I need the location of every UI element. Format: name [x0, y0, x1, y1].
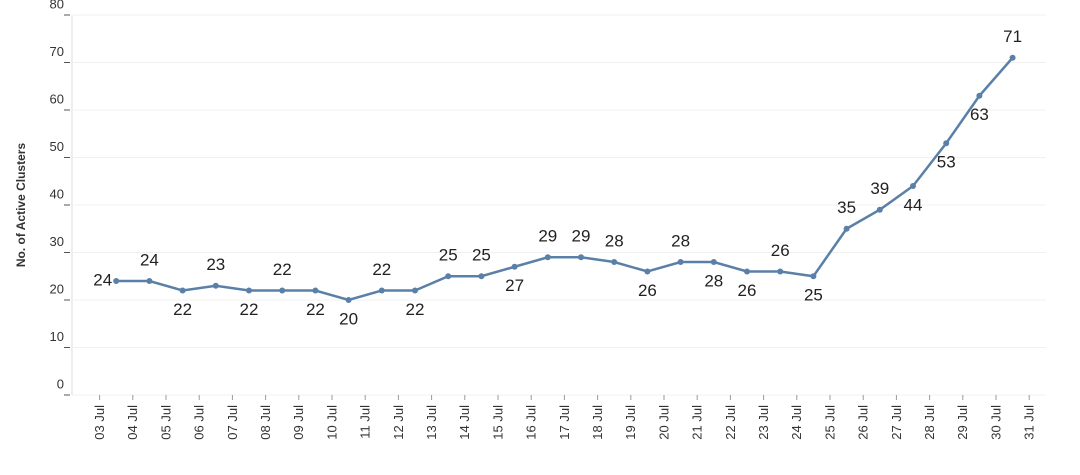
value-label: 26 — [771, 241, 790, 260]
x-tick-label: 08 Jul — [258, 405, 273, 440]
y-tick-label: 80 — [50, 0, 64, 11]
x-tick-label: 10 Jul — [324, 405, 339, 440]
point — [910, 183, 916, 189]
point — [146, 278, 153, 284]
line — [116, 56, 1014, 302]
x-tick-label: 07 Jul — [225, 405, 240, 440]
x-tick-label: 17 Jul — [557, 405, 572, 440]
value-label: 22 — [406, 300, 425, 319]
point — [412, 287, 418, 294]
x-tick-label: 31 Jul — [1022, 405, 1037, 440]
point — [279, 287, 286, 294]
value-label: 25 — [472, 246, 491, 265]
value-label: 25 — [804, 286, 823, 305]
point — [113, 278, 120, 284]
value-label: 24 — [140, 250, 159, 269]
y-tick-label: 70 — [50, 44, 64, 59]
y-tick-label: 10 — [50, 329, 64, 344]
value-label: 22 — [240, 300, 259, 319]
value-label: 29 — [572, 227, 591, 246]
x-tick-label: 15 Jul — [490, 405, 505, 440]
value-label: 22 — [173, 300, 192, 319]
point — [246, 287, 252, 294]
x-tick-label: 04 Jul — [125, 405, 140, 440]
x-tick-label: 12 Jul — [391, 405, 406, 440]
value-label: 25 — [439, 246, 458, 265]
y-tick-label: 30 — [50, 234, 64, 249]
y-tick-label: 50 — [50, 139, 64, 154]
value-label: 35 — [837, 198, 856, 217]
point — [179, 287, 186, 294]
y-tick-label: 40 — [50, 186, 64, 201]
value-label: 24 — [93, 270, 112, 289]
x-tick-label: 18 Jul — [590, 405, 605, 440]
point — [744, 268, 750, 275]
point — [345, 297, 352, 303]
x-tick-label: 25 Jul — [822, 405, 837, 440]
y-tick-label: 0 — [57, 376, 64, 391]
value-label: 26 — [738, 281, 757, 300]
x-tick-label: 09 Jul — [291, 405, 306, 440]
point — [943, 140, 950, 147]
x-tick-label: 19 Jul — [623, 405, 638, 440]
value-label: 20 — [339, 309, 358, 328]
point — [212, 282, 219, 289]
point — [710, 259, 717, 265]
point — [976, 92, 983, 99]
point — [876, 206, 883, 213]
point — [644, 268, 651, 275]
point — [478, 273, 485, 280]
y-tick-label: 20 — [50, 281, 64, 296]
point — [445, 273, 452, 280]
x-tick-label: 21 Jul — [690, 405, 705, 440]
value-label: 28 — [671, 231, 690, 250]
point — [677, 259, 684, 265]
value-label: 63 — [970, 105, 989, 124]
value-label: 44 — [904, 195, 923, 214]
x-tick-label: 26 Jul — [856, 405, 871, 440]
x-tick-label: 05 Jul — [158, 405, 173, 440]
value-label: 28 — [704, 271, 723, 290]
x-tick-label: 29 Jul — [955, 405, 970, 440]
point — [843, 225, 850, 232]
x-tick-label: 06 Jul — [192, 405, 207, 440]
value-label: 29 — [538, 227, 557, 246]
point — [378, 287, 385, 294]
value-label: 28 — [605, 231, 624, 250]
x-tick-label: 16 Jul — [524, 405, 539, 440]
value-label: 22 — [372, 260, 391, 279]
point — [511, 263, 518, 270]
value-label: 53 — [937, 153, 956, 172]
point — [777, 268, 784, 275]
point — [1009, 54, 1016, 61]
x-tick-label: 30 Jul — [988, 405, 1003, 440]
x-tick-label: 23 Jul — [756, 405, 771, 440]
point — [810, 273, 817, 280]
value-label: 27 — [505, 276, 524, 295]
x-tick-label: 03 Jul — [92, 405, 107, 440]
point — [578, 254, 584, 261]
x-tick-label: 13 Jul — [424, 405, 439, 440]
x-tick-label: 22 Jul — [723, 405, 738, 440]
point — [611, 259, 618, 265]
point — [312, 287, 319, 294]
value-label: 22 — [306, 300, 325, 319]
point — [544, 254, 551, 261]
value-label: 26 — [638, 281, 657, 300]
x-tick-label: 27 Jul — [889, 405, 904, 440]
value-label: 22 — [273, 260, 292, 279]
x-tick-label: 24 Jul — [789, 405, 804, 440]
y-tick-label: 60 — [50, 91, 64, 106]
x-tick-label: 28 Jul — [922, 405, 937, 440]
x-tick-label: 11 Jul — [358, 405, 373, 439]
value-label: 39 — [870, 179, 889, 198]
value-label: 23 — [206, 255, 225, 274]
value-label: 71 — [1003, 27, 1022, 46]
x-tick-label: 20 Jul — [656, 405, 671, 440]
y-axis-label: No. of Active Clusters — [14, 143, 28, 268]
x-tick-label: 14 Jul — [457, 405, 472, 440]
